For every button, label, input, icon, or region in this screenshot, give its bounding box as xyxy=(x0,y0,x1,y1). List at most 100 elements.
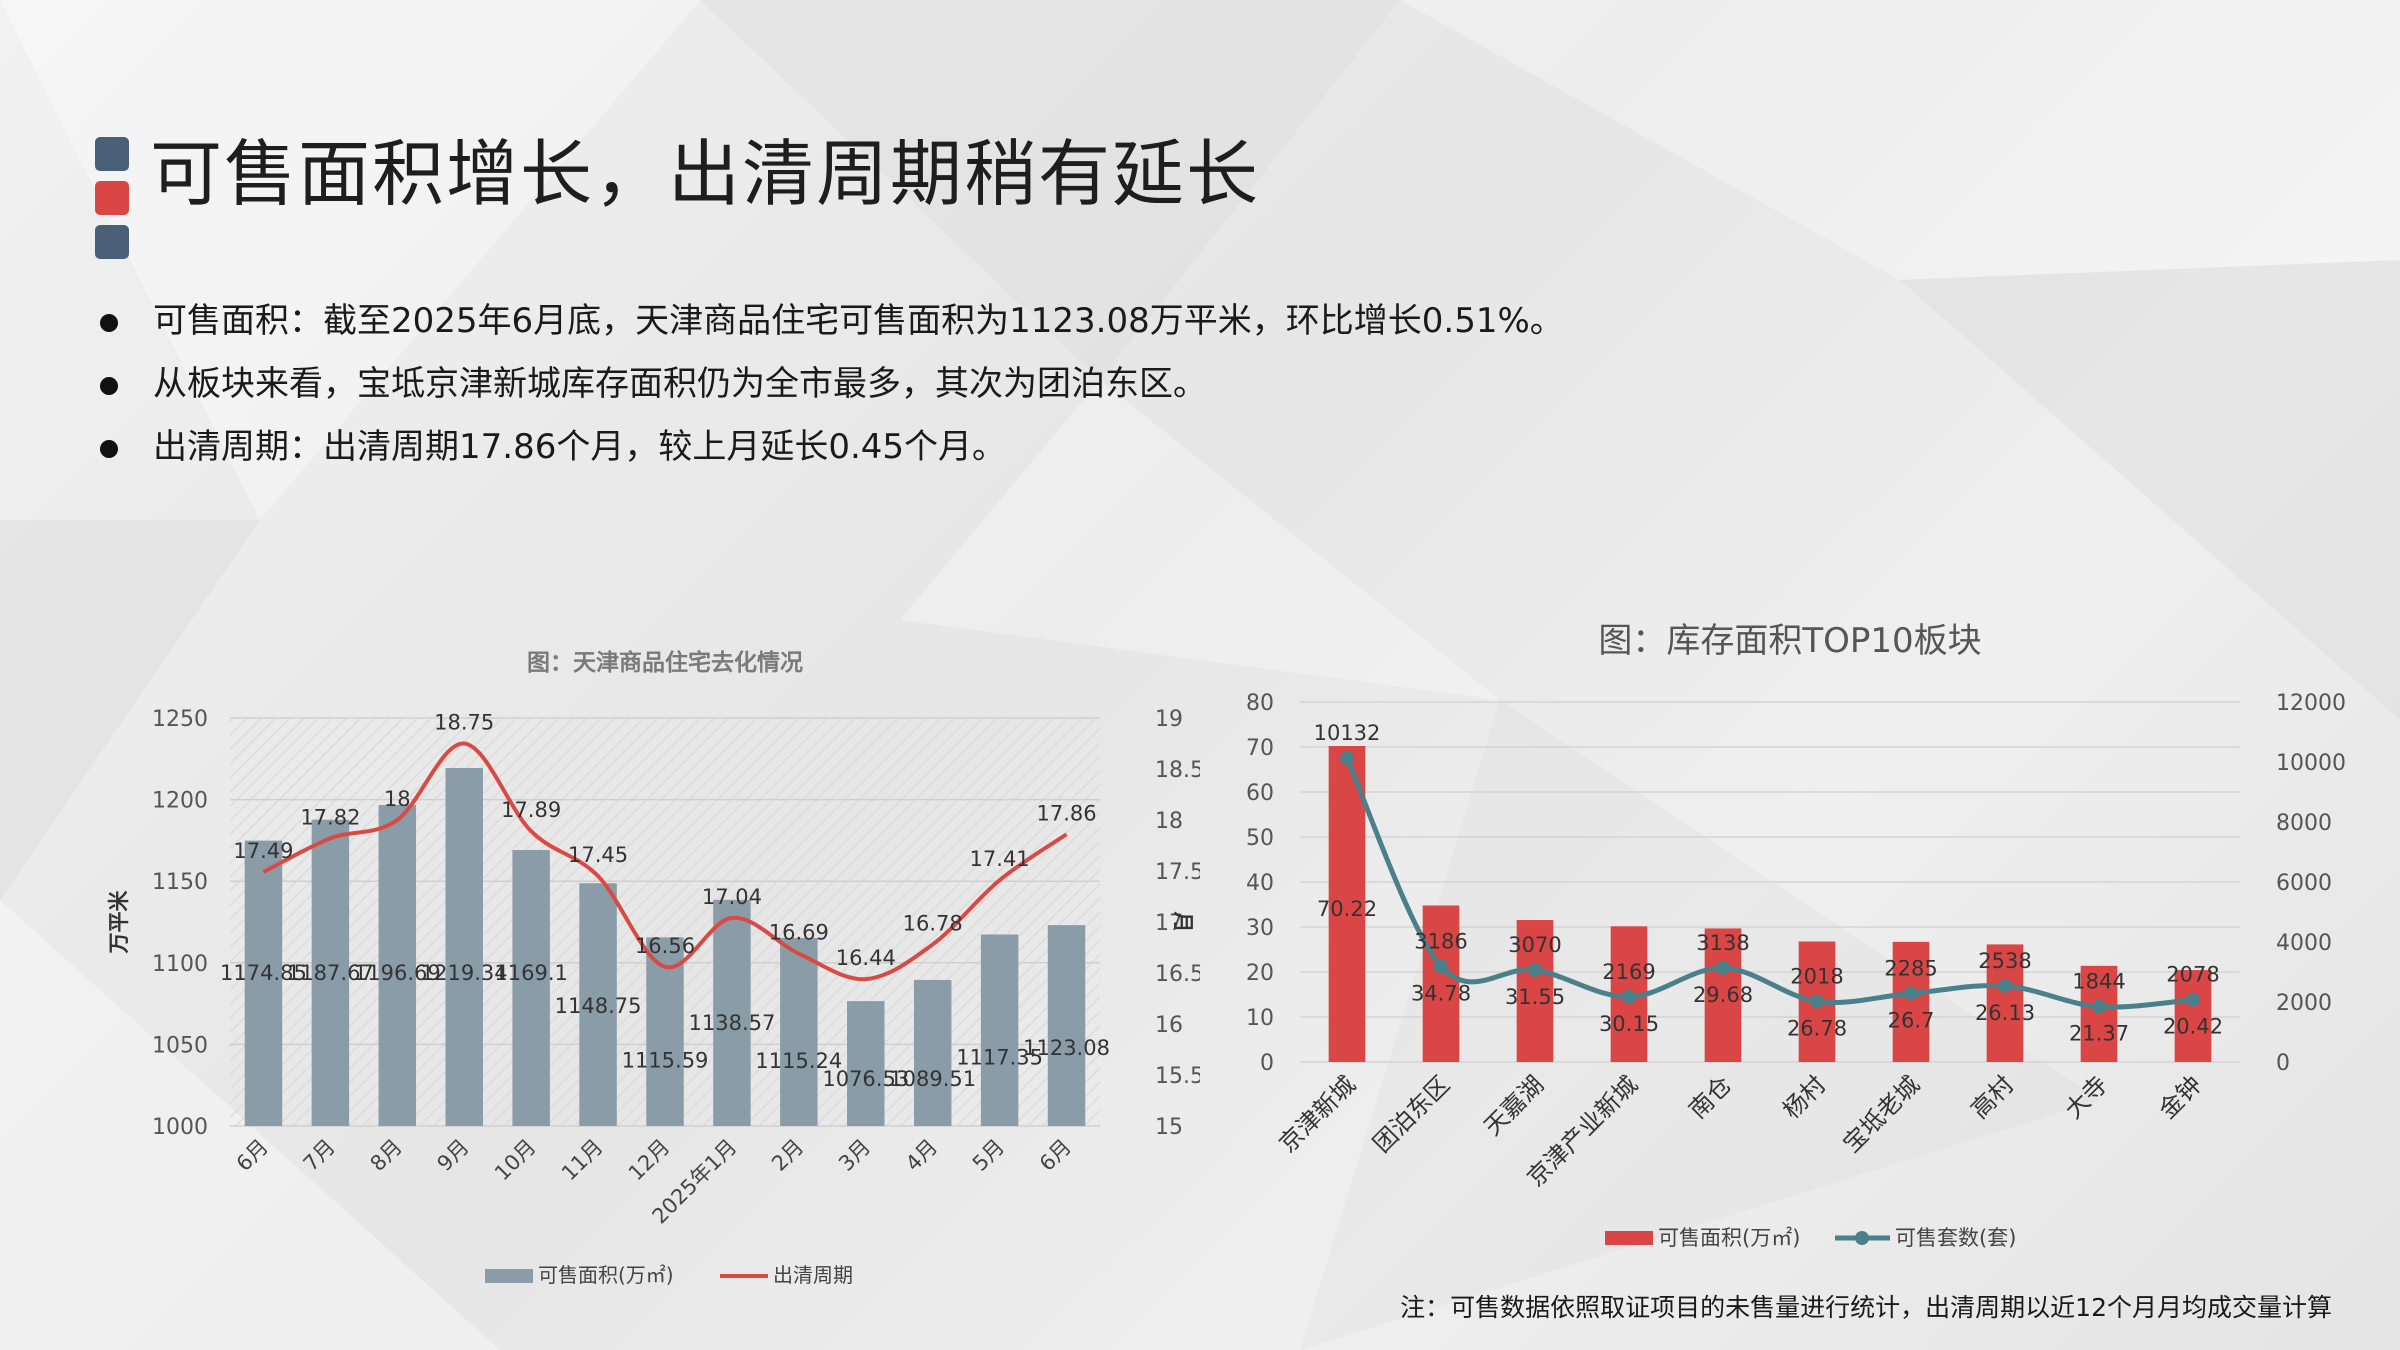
bar-available-area xyxy=(445,768,483,1126)
bar-available-area xyxy=(1047,925,1086,1126)
title-marker-top xyxy=(95,137,129,171)
line-marker xyxy=(2092,999,2106,1014)
line-data-label: 2538 xyxy=(1978,949,2031,973)
bar-data-label: 26.13 xyxy=(1975,1001,2035,1025)
x-tick-label: 8月 xyxy=(366,1135,407,1176)
line-marker xyxy=(1622,989,1636,1004)
legend-label: 可售面积(万㎡) xyxy=(538,1263,674,1287)
line-data-label: 17.89 xyxy=(501,798,561,822)
y-tick-label: 20 xyxy=(1246,961,1274,986)
bar-data-label: 1169.1 xyxy=(494,961,567,985)
title-markers xyxy=(95,137,129,269)
y2-tick-label: 15.5 xyxy=(1155,1064,1200,1089)
page-title: 可售面积增长，出清周期稍有延长 xyxy=(150,132,1261,216)
x-tick-label: 9月 xyxy=(432,1135,473,1176)
line-marker xyxy=(1810,994,1824,1009)
bar-available-area xyxy=(847,1001,885,1126)
line-data-label: 16.69 xyxy=(769,921,829,945)
y2-tick-label: 19 xyxy=(1155,707,1183,732)
legend-swatch-area xyxy=(485,1269,533,1283)
bullet-dot-icon xyxy=(100,440,118,458)
y-tick-label: 1100 xyxy=(152,952,208,977)
bar-data-label: 26.7 xyxy=(1888,1008,1935,1032)
bar-data-label: 1196.69 xyxy=(354,961,441,985)
legend-label: 可售套数(套) xyxy=(1895,1226,2016,1250)
legend-label: 出清周期 xyxy=(773,1263,853,1287)
bar-available-area xyxy=(311,819,350,1126)
legend-swatch-area xyxy=(1605,1231,1653,1245)
x-tick-label: 4月 xyxy=(901,1135,942,1176)
y-tick-label: 1050 xyxy=(152,1033,208,1058)
y2-tick-label: 16 xyxy=(1155,1013,1183,1038)
bullet-text: 出清周期：出清周期17.86个月，较上月延长0.45个月。 xyxy=(153,427,1007,467)
line-marker xyxy=(1998,978,2012,993)
bar-available-area xyxy=(1986,944,2024,1062)
y2-tick-label: 8000 xyxy=(2276,811,2332,836)
bullet-item: 从板块来看，宝坻京津新城库存面积仍为全市最多，其次为团泊东区。 xyxy=(95,353,1564,416)
y2-tick-label: 12000 xyxy=(2276,691,2346,716)
line-marker xyxy=(2186,992,2200,1007)
y-tick-label: 1000 xyxy=(152,1115,208,1140)
y2-tick-label: 0 xyxy=(2276,1051,2290,1076)
line-data-label: 16.78 xyxy=(903,911,963,935)
bullet-text: 可售面积：截至2025年6月底，天津商品住宅可售面积为1123.08万平米，环比… xyxy=(153,301,1564,341)
y-tick-label: 30 xyxy=(1246,916,1274,941)
x-tick-label: 团泊东区 xyxy=(1368,1070,1456,1158)
line-data-label: 2078 xyxy=(2166,963,2219,987)
x-tick-label: 天嘉湖 xyxy=(1479,1070,1550,1141)
top10-inventory-chart: 图：库存面积TOP10板块 0 10 20 30 40 50 60 70 80 0 2000 4000 6… xyxy=(1246,621,2346,1250)
bar-data-label: 1115.59 xyxy=(622,1048,709,1072)
line-data-label: 3070 xyxy=(1508,933,1561,957)
bar-data-label: 29.68 xyxy=(1693,983,1753,1007)
y-tick-label: 1150 xyxy=(152,870,208,895)
bullet-item: 可售面积：截至2025年6月底，天津商品住宅可售面积为1123.08万平米，环比… xyxy=(95,290,1564,353)
x-tick-label: 2月 xyxy=(767,1135,808,1176)
line-data-label: 16.44 xyxy=(836,946,896,970)
bar-available-area xyxy=(512,850,550,1126)
line-data-label: 1844 xyxy=(2072,970,2125,994)
y-tick-label: 50 xyxy=(1246,826,1274,851)
bar-available-area xyxy=(913,979,952,1126)
y-tick-label: 1250 xyxy=(152,707,208,732)
line-data-label: 3186 xyxy=(1414,929,1467,953)
line-data-label: 18 xyxy=(384,787,411,811)
line-clearance-period xyxy=(262,741,1068,982)
summary-bullets: 可售面积：截至2025年6月底，天津商品住宅可售面积为1123.08万平米，环比… xyxy=(95,290,1564,479)
y2-tick-label: 15 xyxy=(1155,1115,1183,1140)
y2-tick-label: 16.5 xyxy=(1155,962,1200,987)
bar-available-area xyxy=(780,937,818,1126)
bullet-item: 出清周期：出清周期17.86个月，较上月延长0.45个月。 xyxy=(95,416,1564,479)
bar-available-area xyxy=(244,840,283,1126)
y-tick-label: 80 xyxy=(1246,691,1274,716)
y2-tick-label: 18.5 xyxy=(1155,758,1200,783)
x-tick-label: 7月 xyxy=(299,1135,340,1176)
bar-available-area xyxy=(579,883,617,1126)
bar-data-label: 70.22 xyxy=(1317,897,1377,921)
bar-data-label: 34.78 xyxy=(1411,981,1471,1005)
y-tick-label: 60 xyxy=(1246,781,1274,806)
line-data-label: 18.75 xyxy=(434,711,494,735)
line-data-label: 2018 xyxy=(1790,964,1843,988)
bar-data-label: 1219.34 xyxy=(421,961,508,985)
line-marker xyxy=(1340,751,1354,766)
bullet-dot-icon xyxy=(100,377,118,395)
bar-data-label: 1148.75 xyxy=(555,994,642,1018)
y2-tick-label: 17.5 xyxy=(1155,860,1200,885)
y-tick-label: 70 xyxy=(1246,736,1274,761)
line-data-label: 3138 xyxy=(1696,931,1749,955)
y2-axis-label: 月 xyxy=(1171,911,1195,933)
line-data-label: 16.56 xyxy=(635,934,695,958)
chart-title: 图：库存面积TOP10板块 xyxy=(1598,621,1981,661)
bar-data-label: 1115.24 xyxy=(755,1049,842,1073)
bullet-dot-icon xyxy=(100,314,118,332)
line-marker xyxy=(1716,960,1730,975)
bar-available-area xyxy=(2080,965,2118,1062)
title-marker-middle xyxy=(95,181,129,215)
y2-tick-label: 2000 xyxy=(2276,991,2332,1016)
bar-data-label: 31.55 xyxy=(1505,985,1565,1009)
line-marker xyxy=(1434,959,1448,974)
bar-data-label: 1123.08 xyxy=(1023,1036,1110,1060)
x-tick-label: 大寺 xyxy=(2060,1070,2114,1124)
y2-tick-label: 6000 xyxy=(2276,871,2332,896)
